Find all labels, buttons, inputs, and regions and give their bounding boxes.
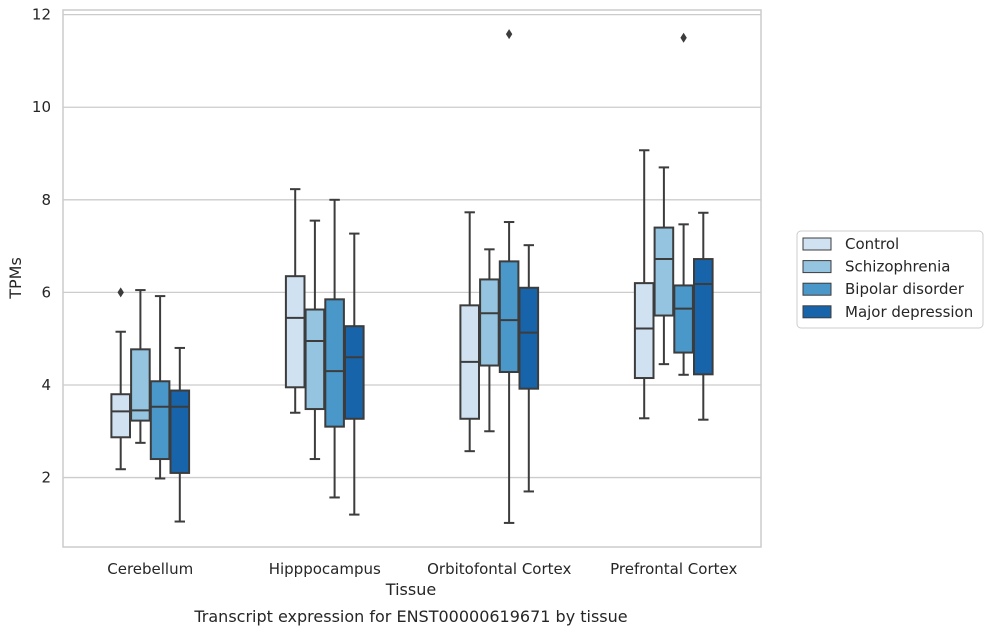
box-major-depression	[518, 244, 540, 493]
legend-swatch	[802, 305, 832, 319]
box-schizophrenia	[653, 166, 675, 366]
box-rect	[110, 393, 132, 439]
y-tick-label: 2	[41, 469, 51, 487]
box-major-depression	[169, 346, 191, 523]
box-bipolar-disorder	[149, 295, 171, 480]
x-tick-label: Orbitofontal Cortex	[427, 560, 571, 578]
outlier-point	[117, 287, 124, 298]
x-axis-title: Tissue	[385, 580, 436, 599]
y-tick-labels: 2 4 6 8 10 12	[32, 6, 51, 487]
legend-label: Control	[845, 235, 899, 253]
box-control	[459, 211, 480, 453]
box-rect	[693, 258, 714, 376]
box-schizophrenia	[304, 219, 326, 461]
box-bipolar-disorder	[498, 29, 520, 524]
box-bipolar-disorder	[324, 198, 345, 499]
box-rect	[653, 226, 675, 317]
legend-swatch	[802, 282, 832, 296]
box-schizophrenia	[130, 289, 151, 444]
box-schizophrenia	[479, 248, 500, 433]
y-tick-label: 12	[32, 6, 51, 24]
x-tick-label: Prefrontal Cortex	[610, 560, 737, 578]
box-control	[633, 149, 655, 420]
legend-swatch	[802, 237, 832, 251]
legend-label: Major depression	[845, 303, 973, 321]
box-rect	[149, 380, 171, 461]
x-tick-label: Hipppocampus	[269, 560, 381, 578]
box-rect	[344, 325, 365, 420]
legend-label: Bipolar disorder	[845, 280, 965, 298]
chart-caption: Transcript expression for ENST0000061967…	[193, 607, 627, 626]
y-axis-title: TPMs	[6, 257, 25, 300]
y-tick-label: 6	[41, 283, 51, 301]
box-control	[110, 287, 132, 471]
plot-frame	[62, 9, 762, 548]
box-major-depression	[693, 211, 714, 421]
y-tick-label: 4	[41, 376, 51, 394]
y-tick-label: 8	[41, 191, 51, 209]
legend-swatch	[802, 260, 832, 274]
outlier-point	[505, 29, 513, 40]
legend-label: Schizophrenia	[845, 258, 950, 276]
legend-frame	[796, 230, 984, 329]
box-rect	[673, 284, 694, 354]
box-control	[284, 188, 306, 414]
x-tick-labels: Cerebellum Hipppocampus Orbitofontal Corte…	[107, 560, 737, 578]
box-groups	[110, 29, 714, 524]
box-rect	[324, 298, 345, 428]
box-rect	[518, 286, 540, 390]
box-rect	[130, 348, 151, 422]
box-major-depression	[344, 232, 365, 516]
box-bipolar-disorder	[673, 32, 694, 376]
box-rect	[304, 308, 326, 411]
box-rect	[169, 389, 191, 474]
outlier-point	[680, 32, 687, 43]
legend: Control Schizophrenia Bipolar disorder Majo…	[796, 230, 984, 329]
box-rect	[479, 278, 500, 367]
box-rect	[633, 282, 655, 380]
box-rect	[284, 275, 306, 389]
y-tick-label: 10	[32, 98, 51, 116]
x-tick-label: Cerebellum	[107, 560, 193, 578]
box-rect	[498, 260, 520, 374]
